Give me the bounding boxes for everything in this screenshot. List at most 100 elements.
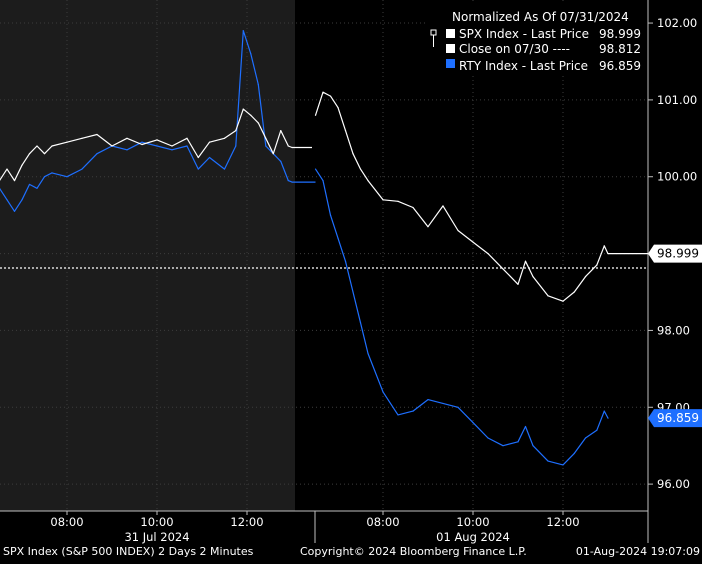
x-tick-label: 12:00	[546, 515, 579, 529]
data-point-rty	[43, 176, 46, 178]
data-point-rty	[524, 425, 527, 428]
data-point-rty	[250, 53, 252, 55]
data-point-rty	[517, 441, 519, 443]
x-tick-label: 12:00	[230, 515, 263, 529]
y-tick-label: 101.00	[657, 93, 697, 107]
legend-title: Normalized As Of 07/31/2024	[452, 10, 629, 24]
data-point-spx	[287, 145, 289, 147]
data-point-rty	[13, 210, 16, 212]
data-point-rty	[287, 179, 289, 182]
data-point-spx	[547, 295, 549, 297]
footer-security-description: SPX Index (S&P 500 INDEX) 2 Days 2 Minut…	[3, 545, 254, 558]
data-point-spx	[171, 145, 173, 147]
data-point-rty	[573, 452, 575, 454]
legend-label-rty: RTY Index - Last Price	[459, 59, 588, 73]
data-point-spx	[472, 241, 474, 243]
data-point-rty	[208, 156, 211, 159]
data-point-spx	[596, 264, 598, 266]
data-point-spx	[427, 226, 429, 228]
data-point-rty	[442, 402, 444, 405]
data-point-rty	[28, 183, 31, 186]
data-point-spx	[367, 179, 369, 182]
data-point-rty	[562, 464, 564, 466]
spx-price-callout-label: 98.999	[657, 247, 699, 261]
data-point-spx	[36, 145, 38, 147]
data-point-spx	[337, 106, 339, 109]
data-point-rty	[242, 30, 244, 32]
spx-price-callout-box	[648, 244, 702, 263]
data-point-rty	[337, 237, 339, 239]
data-point-spx	[96, 133, 98, 136]
data-point-spx	[329, 95, 332, 97]
data-point-rty	[352, 291, 354, 293]
data-point-spx	[223, 137, 226, 139]
data-point-spx	[603, 245, 605, 247]
data-point-spx	[442, 205, 444, 207]
y-tick-label: 102.00	[657, 16, 697, 30]
data-point-spx	[250, 114, 252, 116]
data-point-rty	[6, 199, 8, 201]
data-point-rty	[265, 145, 267, 147]
legend-swatch-spx	[446, 29, 455, 38]
data-point-spx	[584, 276, 587, 278]
legend-value-close: 98.812	[599, 42, 641, 56]
data-point-spx	[352, 153, 354, 155]
legend-connector-icon	[430, 29, 437, 47]
data-point-spx	[314, 114, 317, 116]
data-point-spx	[412, 206, 414, 209]
y-tick-label: 100.00	[657, 170, 697, 184]
data-point-spx	[242, 108, 244, 110]
data-point-spx	[6, 168, 8, 170]
x-tick-label: 08:00	[366, 515, 399, 529]
data-point-rty	[186, 145, 188, 147]
data-point-spx	[197, 156, 199, 159]
x-tick-label: 10:00	[140, 515, 173, 529]
data-point-rty	[141, 141, 143, 143]
data-point-spx	[208, 141, 211, 143]
data-point-rty	[156, 145, 158, 147]
legend-value-spx: 98.999	[599, 27, 641, 41]
data-point-rty	[502, 445, 504, 447]
data-point-rty	[235, 145, 237, 147]
data-point-rty	[367, 352, 369, 355]
data-point-rty	[547, 460, 549, 462]
data-point-rty	[607, 417, 609, 419]
data-point-spx	[562, 300, 564, 302]
data-point-spx	[359, 168, 362, 170]
footer-copyright: Copyright© 2024 Bloomberg Finance L.P.	[300, 545, 527, 558]
data-point-spx	[141, 143, 143, 146]
data-point-spx	[457, 229, 459, 232]
data-point-spx	[382, 199, 384, 201]
data-point-rty	[603, 410, 605, 412]
data-point-spx	[126, 137, 128, 139]
x-tick-label: 10:00	[456, 515, 489, 529]
data-point-spx	[265, 137, 267, 139]
data-point-rty	[412, 410, 414, 412]
data-point-spx	[186, 137, 188, 139]
legend-label-close: Close on 07/30 ----	[459, 42, 570, 56]
data-point-spx	[28, 153, 31, 155]
data-point-spx	[257, 122, 259, 124]
data-point-spx	[517, 283, 519, 285]
data-point-rty	[584, 437, 587, 439]
data-point-spx	[51, 145, 53, 147]
data-point-rty	[51, 172, 53, 174]
data-point-rty	[21, 199, 23, 201]
series-layer	[0, 30, 609, 466]
data-point-rty	[359, 322, 362, 324]
legend-value-rty: 96.859	[599, 59, 641, 73]
data-point-spx	[43, 153, 46, 155]
data-point-spx	[13, 179, 16, 182]
data-point-rty	[96, 153, 98, 155]
data-point-rty	[427, 398, 429, 401]
data-point-spx	[111, 145, 113, 147]
legend-swatch-close	[446, 44, 455, 53]
data-point-spx	[280, 130, 282, 132]
data-point-rty	[126, 149, 128, 151]
data-point-rty	[596, 429, 598, 431]
data-point-rty	[322, 179, 324, 182]
rty-price-callout-box	[648, 409, 702, 428]
data-point-rty	[487, 437, 489, 439]
data-point-spx	[81, 137, 83, 139]
data-point-rty	[36, 187, 38, 189]
